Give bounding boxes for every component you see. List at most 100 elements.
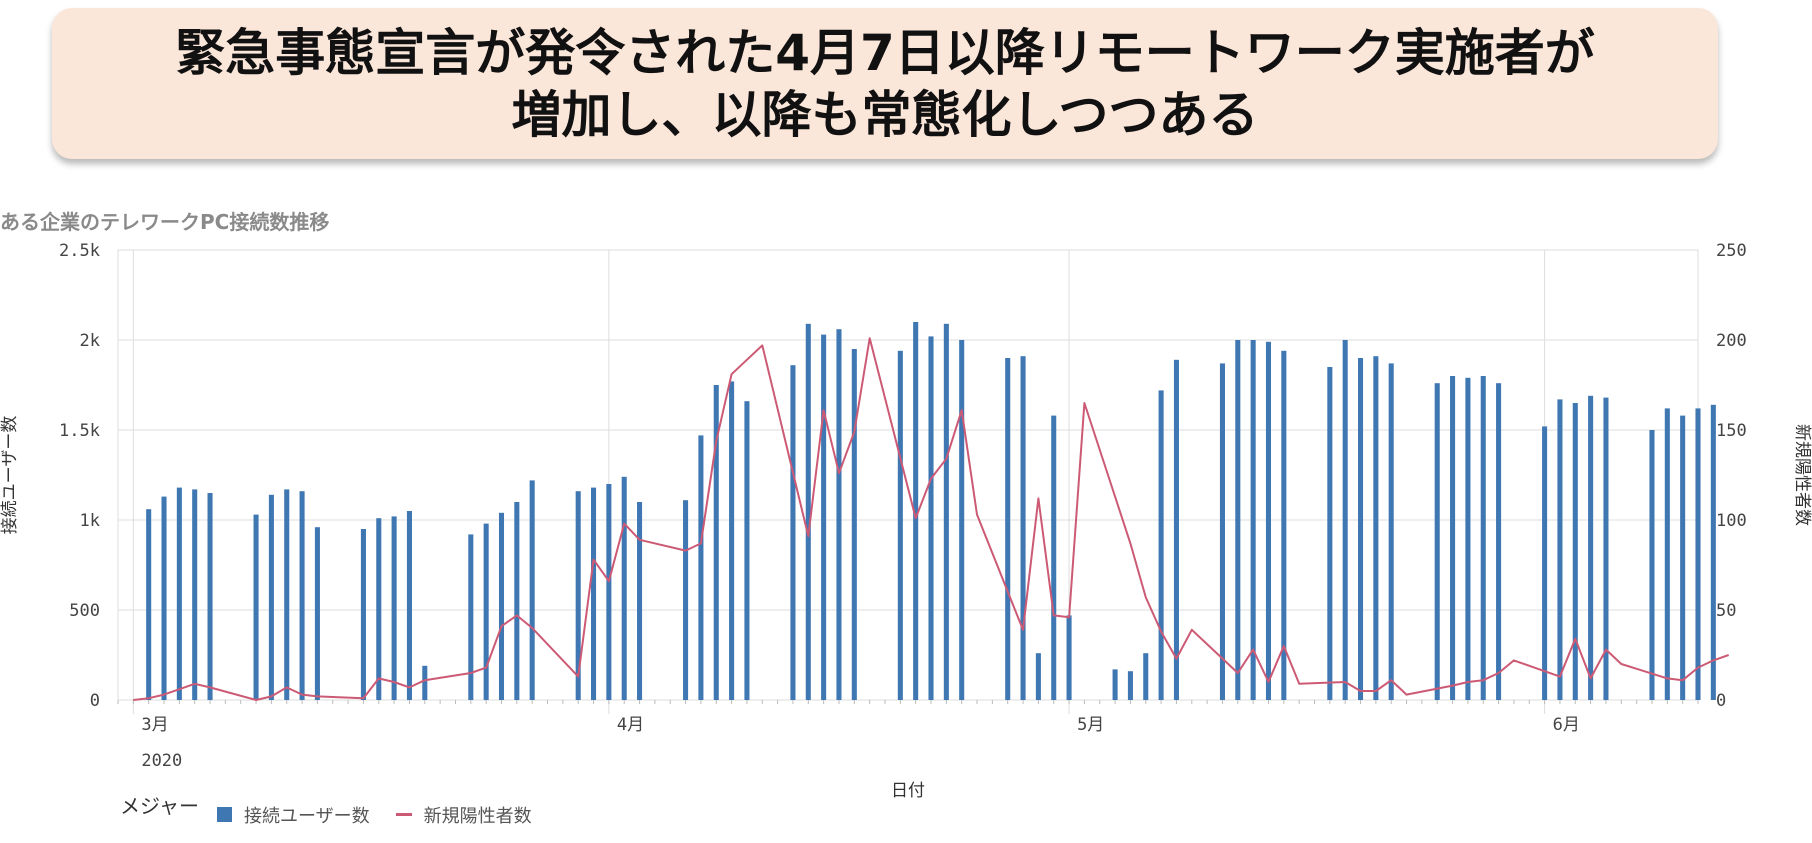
headline-text: 緊急事態宣言が発令された4月7日以降リモートワーク実施者が 増加し、以降も常態化… bbox=[175, 22, 1595, 146]
bar bbox=[1680, 415, 1686, 700]
bar bbox=[1005, 358, 1011, 700]
x-tick-label: 5月 bbox=[1077, 715, 1104, 735]
bar bbox=[1434, 383, 1440, 700]
y-tick-left: 2k bbox=[80, 331, 100, 351]
plot-area bbox=[117, 249, 1699, 701]
bar bbox=[1281, 350, 1287, 700]
combo-chart: 0 0 500 50 1k 100 1.5k 150 2k 200 2.5k 250 3月 2020 4月 5… bbox=[0, 241, 1812, 800]
bar bbox=[805, 323, 811, 700]
bar bbox=[575, 491, 581, 700]
bar bbox=[729, 381, 735, 700]
y-tick-left: 2.5k bbox=[59, 241, 100, 261]
x-tick-label: 6月 bbox=[1553, 715, 1580, 735]
legend-swatch-line bbox=[395, 813, 412, 816]
bar bbox=[1542, 426, 1548, 700]
bar bbox=[698, 435, 704, 700]
y-axis-label-right: 新規陽性者数 bbox=[1792, 424, 1812, 526]
bar bbox=[821, 334, 827, 700]
y-tick-right: 250 bbox=[1716, 241, 1747, 261]
bar bbox=[1066, 615, 1072, 700]
bar bbox=[422, 665, 428, 700]
y-tick-right: 50 bbox=[1716, 601, 1736, 621]
bar bbox=[1035, 653, 1041, 700]
bar bbox=[1572, 403, 1578, 700]
bar bbox=[1173, 359, 1179, 700]
y-axis-label-left: 接続ユーザー数 bbox=[0, 416, 20, 535]
legend-item-bar[interactable]: 接続ユーザー数 bbox=[217, 802, 370, 828]
y-tick-left: 1.5k bbox=[59, 421, 100, 441]
y-tick-right: 100 bbox=[1716, 511, 1747, 531]
bar bbox=[1496, 383, 1502, 700]
bar bbox=[943, 323, 949, 700]
x-tick-label: 4月 bbox=[617, 715, 644, 735]
bar bbox=[1265, 341, 1272, 700]
bar bbox=[1357, 358, 1364, 700]
bar bbox=[1235, 340, 1241, 700]
legend-item-line[interactable]: 新規陽性者数 bbox=[395, 802, 532, 828]
bar bbox=[253, 514, 259, 700]
legend-title: メジャー bbox=[120, 794, 199, 818]
bar bbox=[161, 496, 167, 700]
y-tick-right: 150 bbox=[1716, 421, 1747, 441]
bar bbox=[514, 502, 520, 700]
legend: メジャー 接続ユーザー数 新規陽性者数 bbox=[120, 794, 558, 829]
bar bbox=[207, 493, 213, 700]
headline-line-2: 増加し、以降も常態化しつつある bbox=[511, 85, 1259, 144]
bar bbox=[1250, 340, 1256, 700]
bar bbox=[314, 527, 320, 700]
bar bbox=[1710, 404, 1716, 700]
bar bbox=[713, 385, 719, 700]
bar bbox=[1020, 356, 1026, 700]
bar bbox=[790, 365, 796, 700]
bar bbox=[683, 500, 689, 700]
bar bbox=[1649, 430, 1655, 700]
bar bbox=[360, 529, 366, 700]
bar bbox=[498, 512, 505, 700]
bar bbox=[1373, 356, 1379, 700]
bar bbox=[391, 516, 397, 700]
bar bbox=[606, 484, 612, 700]
bar bbox=[1588, 395, 1594, 700]
bar bbox=[1480, 376, 1486, 700]
bar bbox=[1557, 399, 1563, 700]
bar bbox=[744, 401, 750, 700]
bar bbox=[1388, 363, 1394, 700]
bar bbox=[1342, 340, 1348, 700]
bar bbox=[529, 480, 535, 700]
legend-label-bar: 接続ユーザー数 bbox=[244, 805, 370, 827]
x-tick-year: 2020 bbox=[141, 751, 182, 771]
bar bbox=[1327, 367, 1333, 700]
headline-line-1: 緊急事態宣言が発令された4月7日以降リモートワーク実施者が bbox=[175, 23, 1595, 82]
bar bbox=[1143, 653, 1149, 700]
y-tick-right: 0 bbox=[1716, 691, 1726, 711]
bar bbox=[483, 523, 489, 700]
bar bbox=[959, 340, 965, 700]
bar bbox=[1450, 376, 1456, 700]
y-tick-left: 500 bbox=[69, 601, 100, 621]
bar bbox=[284, 489, 290, 700]
bar bbox=[836, 329, 842, 700]
bar bbox=[1158, 390, 1164, 700]
bar bbox=[928, 336, 934, 700]
bar bbox=[1127, 671, 1133, 700]
y-tick-left: 1k bbox=[80, 511, 100, 531]
bar bbox=[1603, 397, 1609, 700]
bar bbox=[637, 502, 643, 700]
legend-swatch-bar bbox=[217, 807, 232, 822]
headline-banner: 緊急事態宣言が発令された4月7日以降リモートワーク実施者が 増加し、以降も常態化… bbox=[52, 8, 1718, 159]
bar bbox=[1695, 408, 1701, 700]
bar bbox=[1465, 377, 1471, 700]
bar bbox=[1219, 363, 1225, 700]
bar bbox=[268, 494, 274, 700]
line-series bbox=[133, 337, 1730, 701]
bar bbox=[376, 518, 382, 700]
bar bbox=[299, 491, 305, 700]
bar bbox=[1112, 669, 1118, 700]
bar bbox=[913, 322, 919, 700]
bar bbox=[1664, 408, 1670, 700]
y-tick-left: 0 bbox=[90, 691, 100, 711]
chart-title: ある企業のテレワークPC接続数推移 bbox=[0, 210, 330, 234]
bar bbox=[192, 489, 198, 700]
legend-label-line: 新規陽性者数 bbox=[423, 805, 532, 827]
bar bbox=[176, 487, 182, 700]
